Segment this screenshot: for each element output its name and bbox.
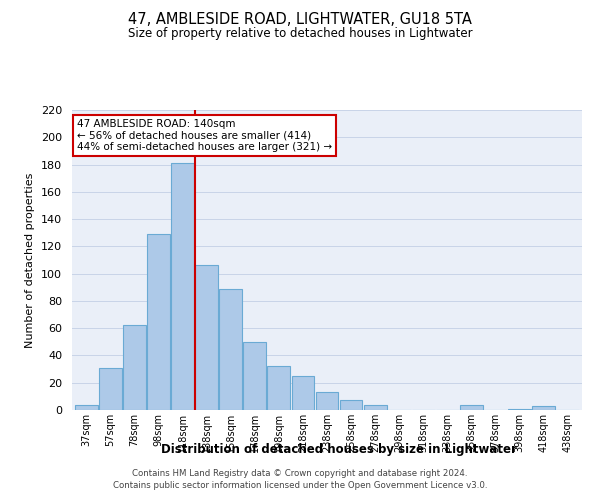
- Bar: [195, 266, 218, 410]
- Bar: [316, 392, 338, 410]
- Text: Distribution of detached houses by size in Lightwater: Distribution of detached houses by size …: [161, 442, 517, 456]
- Text: Contains HM Land Registry data © Crown copyright and database right 2024.: Contains HM Land Registry data © Crown c…: [132, 468, 468, 477]
- Bar: [244, 342, 266, 410]
- Text: 47, AMBLESIDE ROAD, LIGHTWATER, GU18 5TA: 47, AMBLESIDE ROAD, LIGHTWATER, GU18 5TA: [128, 12, 472, 28]
- Bar: [171, 163, 194, 410]
- Bar: [292, 376, 314, 410]
- Bar: [364, 404, 386, 410]
- Bar: [220, 288, 242, 410]
- Bar: [123, 326, 146, 410]
- Y-axis label: Number of detached properties: Number of detached properties: [25, 172, 35, 348]
- Bar: [147, 234, 170, 410]
- Bar: [532, 406, 555, 410]
- Bar: [99, 368, 122, 410]
- Bar: [268, 366, 290, 410]
- Bar: [460, 404, 483, 410]
- Text: 47 AMBLESIDE ROAD: 140sqm
← 56% of detached houses are smaller (414)
44% of semi: 47 AMBLESIDE ROAD: 140sqm ← 56% of detac…: [77, 119, 332, 152]
- Bar: [340, 400, 362, 410]
- Text: Size of property relative to detached houses in Lightwater: Size of property relative to detached ho…: [128, 28, 472, 40]
- Text: Contains public sector information licensed under the Open Government Licence v3: Contains public sector information licen…: [113, 481, 487, 490]
- Bar: [75, 404, 98, 410]
- Bar: [508, 408, 531, 410]
